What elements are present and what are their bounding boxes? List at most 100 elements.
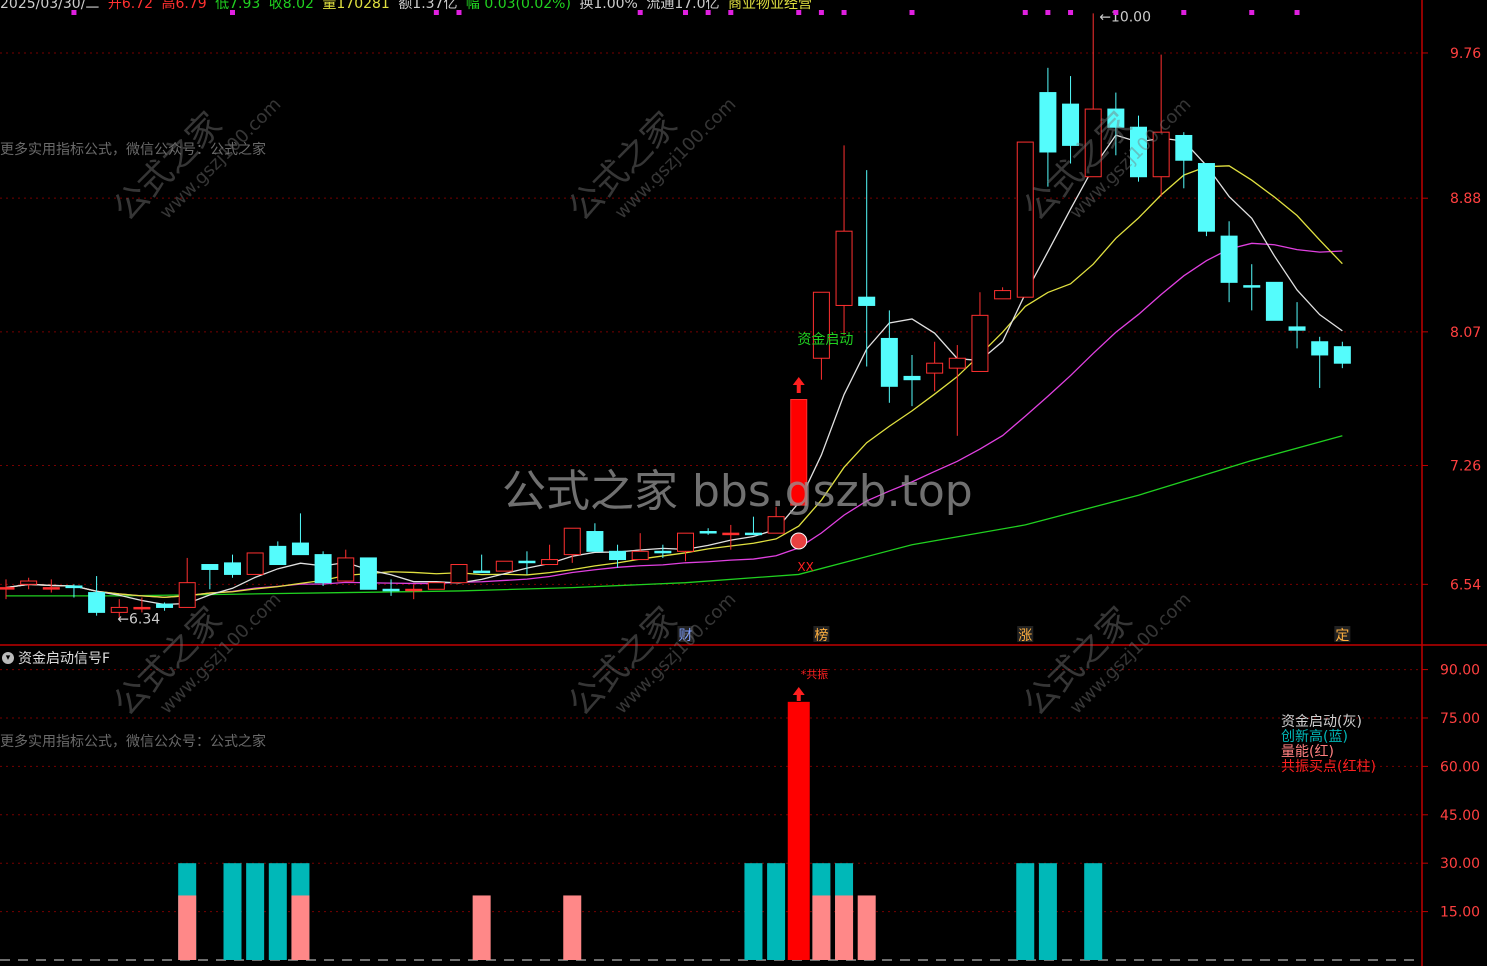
candle — [586, 523, 604, 552]
candle — [1016, 141, 1034, 298]
indicator-tick-label: 15.00 — [1440, 905, 1480, 921]
candle-body — [427, 582, 445, 590]
candle — [926, 341, 944, 392]
signal-dot — [841, 10, 847, 15]
signal-dot — [909, 10, 915, 15]
capital-start-label: 资金启动 — [797, 332, 853, 348]
quote-volume: 量170281 — [322, 0, 390, 12]
quote-date: 2025/03/30/二 — [0, 0, 100, 12]
candle-body — [65, 585, 83, 589]
candle — [1220, 221, 1238, 303]
candle-body — [677, 532, 694, 552]
indicator-bar — [291, 863, 310, 960]
candle-body — [1084, 108, 1102, 178]
candle-body — [473, 570, 491, 574]
quote-close: 收8.02 — [268, 0, 314, 12]
quote-high: 高6.79 — [161, 0, 207, 12]
candle — [359, 557, 377, 590]
price-tick-label: 8.88 — [1450, 191, 1481, 207]
quote-open: 开6.72 — [107, 0, 154, 12]
event-marker-bg — [813, 626, 830, 642]
candle-body — [631, 550, 649, 561]
candle — [156, 602, 174, 611]
candle-body — [926, 362, 944, 374]
event-marker: 涨 — [1017, 626, 1034, 644]
candle-body — [994, 290, 1012, 300]
candle — [178, 557, 196, 608]
indicator-bar — [835, 863, 854, 960]
candle-body — [1039, 92, 1057, 153]
event-marker-bg — [1334, 626, 1351, 642]
signal-dot — [637, 10, 643, 15]
candle — [1130, 115, 1147, 182]
candle-body — [133, 606, 151, 610]
candle — [1311, 336, 1329, 388]
candle — [1333, 341, 1351, 369]
indicator-tick-label: 30.00 — [1440, 856, 1480, 872]
indicator-bar — [472, 895, 491, 960]
candle-body — [563, 527, 581, 556]
candle-body — [790, 399, 808, 506]
quote-header: 2025/03/30/二 开6.72 高6.79 低7.93 收8.02 量17… — [0, 0, 816, 13]
candle — [699, 528, 717, 535]
candle-body — [1243, 285, 1261, 288]
legend-item: 量能(红) — [1281, 744, 1334, 760]
candle-body — [971, 314, 989, 372]
signal-dot — [705, 10, 711, 15]
signal-dot — [1045, 10, 1051, 15]
candle-body — [1333, 346, 1351, 364]
promo-text-indicator: 更多实用指标公式，微信公众号：公式之家 — [0, 734, 266, 750]
candle-body — [0, 587, 15, 590]
candle — [42, 579, 60, 593]
indicator-bar — [268, 863, 287, 960]
signal-dot — [71, 10, 77, 15]
candle — [1039, 67, 1057, 187]
ma5-line — [5, 134, 1343, 606]
candle-body — [42, 587, 60, 590]
quote-change: 幅 0.03(0.02%) — [465, 0, 571, 12]
indicator-bar — [223, 863, 242, 960]
candle — [1084, 13, 1102, 178]
event-marker-label: 涨 — [1018, 628, 1032, 644]
candle-body — [337, 557, 355, 582]
candle — [858, 170, 876, 367]
new-high-bar — [268, 863, 287, 960]
candle-body — [812, 291, 830, 359]
signal-dot — [728, 10, 734, 15]
candle — [20, 577, 38, 590]
chevron-down-icon[interactable]: ▾ — [2, 652, 14, 664]
resonance-buy-bar — [787, 701, 810, 960]
new-high-bar — [223, 863, 242, 960]
candle — [971, 292, 989, 372]
new-high-bar — [246, 863, 265, 960]
up-arrow-icon — [792, 377, 805, 393]
indicator-bar — [812, 863, 831, 960]
indicator-title[interactable]: ▾ 资金启动信号F — [2, 648, 110, 668]
indicator-bar — [246, 863, 265, 960]
candle — [880, 310, 898, 403]
candle — [835, 145, 853, 336]
candle — [427, 582, 445, 590]
candle-body — [654, 550, 672, 554]
event-marker-label: 财 — [679, 628, 693, 644]
up-arrow-icon — [792, 687, 805, 701]
signal-dot — [818, 10, 824, 15]
resonance-label: *共振 — [801, 667, 829, 681]
candle — [88, 576, 106, 616]
candle-body — [178, 582, 196, 608]
signal-dot — [1249, 10, 1255, 15]
candle — [201, 564, 219, 590]
signal-dot — [433, 10, 439, 15]
volume-bar — [812, 895, 831, 960]
candle — [382, 579, 400, 596]
candle — [722, 524, 740, 550]
indicator-tick-label: 45.00 — [1440, 808, 1480, 824]
new-high-bar — [744, 863, 763, 960]
price-tick-label: 6.54 — [1450, 577, 1481, 593]
new-high-bar — [1016, 863, 1035, 960]
candle-body — [541, 559, 559, 566]
candle-body — [1152, 131, 1170, 178]
legend-item: 共振买点(红柱) — [1281, 759, 1376, 775]
candle — [1197, 163, 1215, 237]
